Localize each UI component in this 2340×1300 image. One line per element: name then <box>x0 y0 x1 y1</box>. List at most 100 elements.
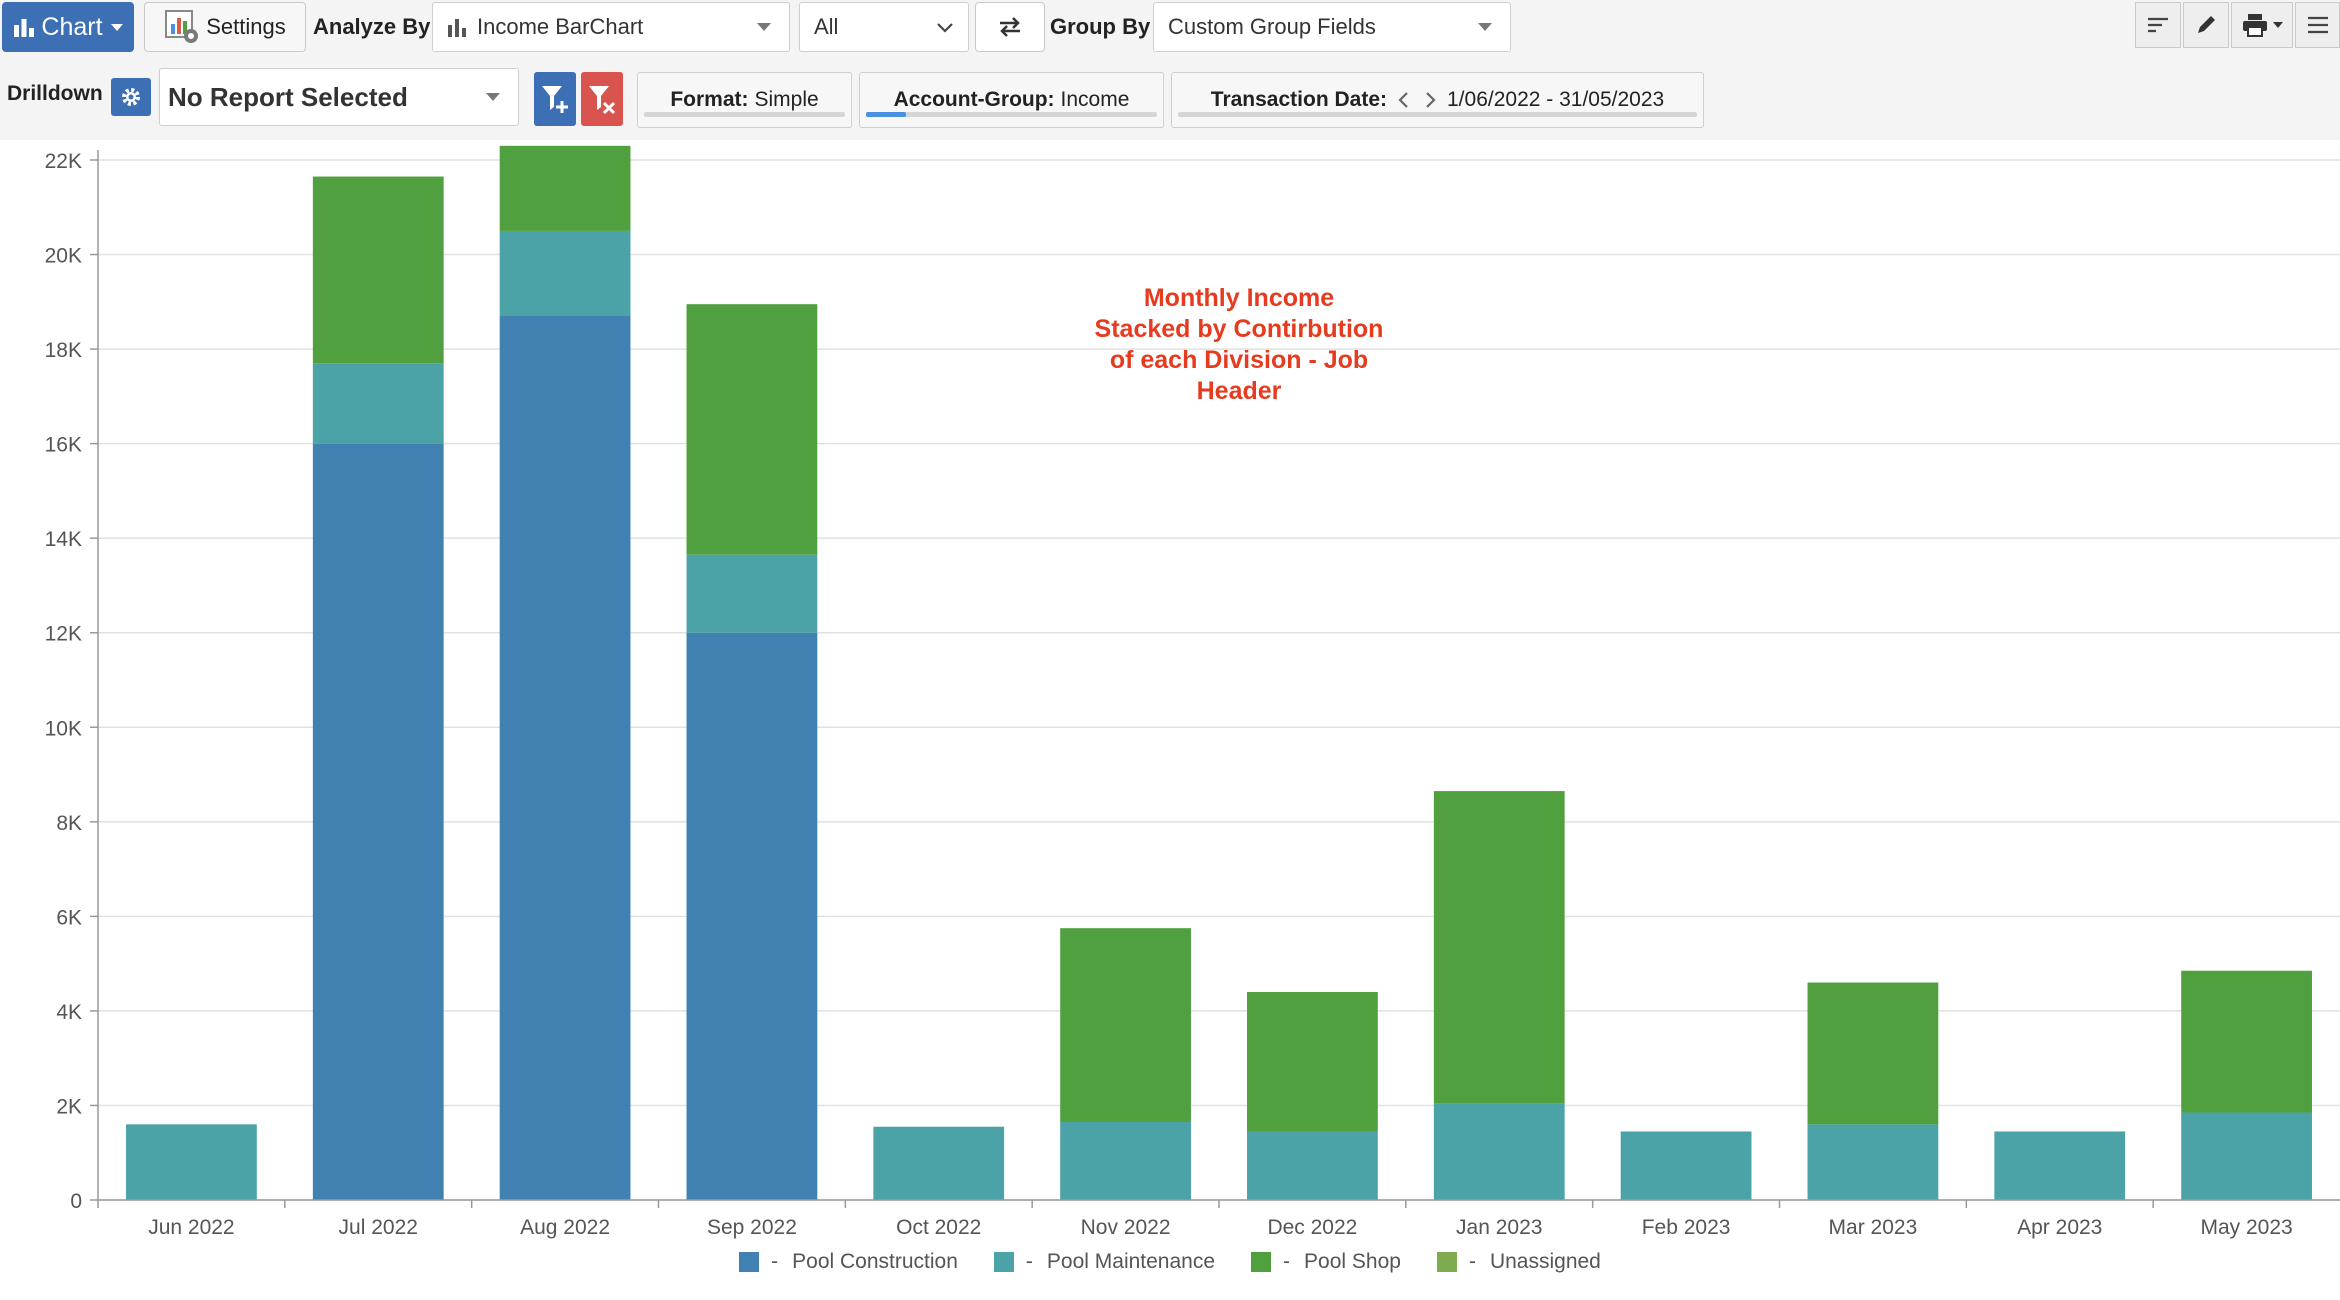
legend-item[interactable]: - Pool Shop <box>1251 1250 1401 1274</box>
sort-button[interactable] <box>2135 2 2181 48</box>
bar-segment <box>1807 1124 1939 1200</box>
chart-annotation: Monthly Income Stacked by Contirbution of … <box>1095 284 1384 405</box>
bar-segment <box>126 1124 257 1200</box>
transaction-date-filter-pill[interactable]: Transaction Date: 1/06/2022 - 31/05/2023 <box>1171 72 1704 128</box>
legend-label: Unassigned <box>1489 1250 1601 1273</box>
pencil-icon <box>2198 16 2215 33</box>
x-tick-label: Jun 2022 <box>148 1216 234 1239</box>
bar-segment <box>499 230 631 316</box>
bar-segment <box>873 1126 1005 1200</box>
chart-button[interactable]: Chart <box>2 2 134 52</box>
transaction-date-filter-key: Transaction Date: <box>1210 88 1387 111</box>
legend-label: Pool Construction <box>792 1250 958 1273</box>
legend-dash: - <box>771 1250 779 1273</box>
print-button[interactable] <box>2231 2 2293 48</box>
legend-item[interactable]: - Pool Maintenance <box>993 1250 1216 1274</box>
legend-label: Pool Maintenance <box>1046 1250 1216 1273</box>
x-tick-label: Sep 2022 <box>707 1216 797 1239</box>
axes: 0 2K 4K 6K 8K 10K 12K 14K 16K 18K 20K 22K Jun 2022 Ju… <box>45 150 2340 1239</box>
y-tick-label: 6K <box>56 906 82 929</box>
y-tick-label: 22K <box>45 150 82 173</box>
bar-segment <box>1060 1122 1191 1200</box>
annotation-line: Header <box>1197 377 1282 405</box>
legend-swatch <box>1251 1252 1272 1272</box>
y-tick-label: 10K <box>45 717 82 740</box>
legend-item[interactable]: - Unassigned <box>1436 1250 1601 1274</box>
drilldown-settings-button[interactable] <box>111 78 151 116</box>
bar-segment <box>686 632 818 1200</box>
menu-button[interactable] <box>2295 2 2340 48</box>
bar-segment <box>499 316 631 1200</box>
swap-arrows-icon <box>1000 17 1020 37</box>
bar-segment <box>686 554 818 633</box>
bar-segment <box>1620 1131 1752 1200</box>
bar-chart-icon <box>448 19 466 37</box>
stacked-bar-chart: 0 2K 4K 6K 8K 10K 12K 14K 16K 18K 20K 22K Jun 2022 Ju… <box>45 145 2340 1239</box>
x-tick-label: Apr 2023 <box>2017 1216 2102 1239</box>
bar-segment <box>2181 1112 2312 1200</box>
hamburger-menu-icon <box>2307 16 2328 34</box>
filter-value: All <box>814 14 839 39</box>
y-tick-label: 0 <box>70 1190 82 1213</box>
group-by-select[interactable]: Custom Group Fields <box>1153 2 1511 52</box>
chevron-down-icon <box>937 23 953 33</box>
y-tick-label: 16K <box>45 434 82 457</box>
annotation-line: Monthly Income <box>1144 284 1334 312</box>
x-tick-label: Oct 2022 <box>896 1216 981 1239</box>
report-select-value: No Report Selected <box>168 81 408 112</box>
x-tick-label: May 2023 <box>2200 1216 2292 1239</box>
toolbar: Chart Settings Analyze By Income BarChar… <box>0 0 2340 140</box>
legend-dash: - <box>1025 1250 1033 1273</box>
chevron-down-icon <box>2273 22 2283 28</box>
format-filter-value: Simple <box>754 88 819 111</box>
legend-swatch <box>739 1252 760 1272</box>
chevron-right-icon[interactable] <box>1423 91 1437 109</box>
legend-item[interactable]: - Pool Construction <box>739 1250 958 1274</box>
bar-segment <box>1060 928 1191 1122</box>
bar-segment <box>1994 1131 2126 1200</box>
format-filter-key: Format: <box>670 88 749 111</box>
account-group-filter-pill[interactable]: Account-Group: Income <box>859 72 1164 128</box>
legend-dash: - <box>1283 1250 1291 1273</box>
add-filter-button[interactable] <box>534 72 576 126</box>
chevron-down-icon <box>110 23 123 31</box>
printer-icon <box>2243 14 2267 37</box>
report-select[interactable]: No Report Selected <box>159 68 519 126</box>
y-tick-label: 18K <box>45 339 82 362</box>
account-group-filter-value: Income <box>1060 88 1130 111</box>
analyze-by-select[interactable]: Income BarChart <box>432 2 790 52</box>
x-tick-label: Jul 2022 <box>339 1216 418 1239</box>
bar-chart-icon <box>14 19 35 37</box>
y-tick-label: 8K <box>56 812 82 835</box>
bars <box>126 145 2312 1200</box>
bar-segment <box>499 145 631 231</box>
format-filter-pill[interactable]: Format: Simple <box>637 72 852 128</box>
group-by-label: Group By <box>1050 14 1151 39</box>
settings-icon <box>165 10 199 43</box>
filter-clear-icon <box>589 86 616 115</box>
drilldown-label: Drilldown <box>7 82 103 105</box>
bar-segment <box>1433 1103 1565 1200</box>
bar-segment <box>686 304 818 555</box>
filter-add-icon <box>542 86 568 113</box>
bar-segment <box>312 443 444 1200</box>
bar-segment <box>312 176 444 364</box>
edit-button[interactable] <box>2183 2 2229 48</box>
sort-icon <box>2148 17 2168 33</box>
analyze-by-label: Analyze By <box>313 14 431 39</box>
analyze-by-value: Income BarChart <box>477 14 644 39</box>
chevron-down-icon <box>757 23 771 31</box>
legend: - Pool Construction - Pool Maintenance - Pool… <box>0 1250 2340 1274</box>
bar-segment <box>1807 982 1939 1125</box>
legend-swatch <box>1436 1252 1457 1272</box>
chevron-left-icon[interactable] <box>1397 91 1411 109</box>
clear-filter-button[interactable] <box>581 72 623 126</box>
annotation-line: of each Division - Job <box>1110 346 1368 374</box>
filter-select[interactable]: All <box>799 2 969 52</box>
bar-segment <box>1433 791 1565 1104</box>
y-tick-label: 20K <box>45 245 82 268</box>
settings-button[interactable]: Settings <box>144 2 306 52</box>
swap-button[interactable] <box>975 2 1045 52</box>
y-tick-label: 4K <box>56 1001 82 1024</box>
bar-segment <box>312 363 444 444</box>
